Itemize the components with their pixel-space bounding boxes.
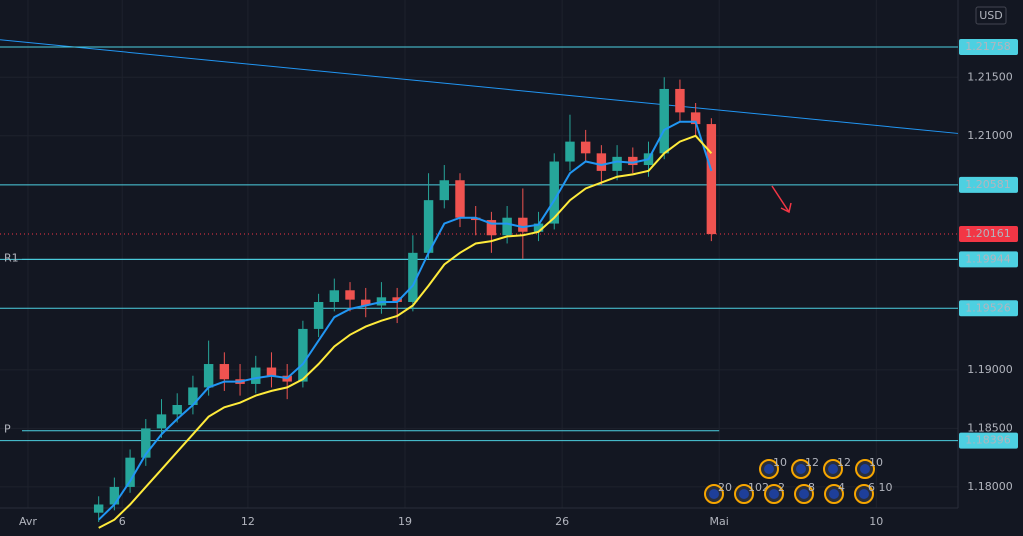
candle-body xyxy=(219,364,230,380)
event-count: 10 xyxy=(773,456,787,469)
candle-body xyxy=(690,112,701,125)
candle-body xyxy=(172,404,182,415)
candle-body xyxy=(455,180,465,218)
candle-body xyxy=(313,301,324,329)
event-flag xyxy=(739,489,749,499)
level-label: 1.20581 xyxy=(965,178,1011,191)
event-count: 6 10 xyxy=(868,481,893,494)
candle-body xyxy=(329,290,340,302)
event-flag xyxy=(769,489,779,499)
candle-body xyxy=(706,124,717,235)
x-tick-label: 12 xyxy=(241,515,255,528)
y-tick-label: 1.18000 xyxy=(967,480,1013,493)
level-label: 1.21758 xyxy=(965,40,1011,53)
x-tick-label: 10 xyxy=(869,515,883,528)
x-tick-label: 6 xyxy=(119,515,126,528)
candle-body xyxy=(580,141,591,154)
moving-average xyxy=(98,120,713,521)
level-label-box xyxy=(959,300,1018,317)
event-count: 8 xyxy=(808,481,815,494)
candle-body xyxy=(518,217,528,232)
candle-body xyxy=(156,414,167,429)
candle-body xyxy=(596,153,607,171)
level-label-box xyxy=(959,176,1018,193)
candle-body xyxy=(93,504,104,513)
down-arrow xyxy=(771,185,792,214)
pivot-label: P xyxy=(4,423,11,436)
event-count: 2 xyxy=(778,481,785,494)
moving-average xyxy=(98,134,713,529)
level-label: 1.18396 xyxy=(965,434,1011,447)
event-count: 12 xyxy=(805,456,819,469)
candle-body xyxy=(251,367,261,384)
candle-body xyxy=(298,328,308,382)
level-label: 1.19944 xyxy=(965,252,1011,265)
level-label-box xyxy=(959,251,1018,268)
x-tick-label: 19 xyxy=(398,515,412,528)
candle-body xyxy=(345,290,355,300)
candle-body xyxy=(361,299,371,306)
candle-body xyxy=(549,161,559,224)
candle-body xyxy=(659,88,669,154)
candle-body xyxy=(408,252,418,302)
candle-body xyxy=(439,180,449,201)
event-count: 102 xyxy=(748,481,769,494)
y-tick-label: 1.21500 xyxy=(967,70,1013,83)
candle-body xyxy=(486,220,497,236)
trendline xyxy=(0,39,959,134)
y-tick-label: 1.19000 xyxy=(967,363,1013,376)
y-tick-label: 1.21000 xyxy=(967,129,1013,142)
event-flag xyxy=(764,464,774,474)
candle-body xyxy=(423,200,434,253)
event-count: 20 xyxy=(718,481,732,494)
level-label-box xyxy=(959,432,1018,449)
candle-body xyxy=(141,428,151,458)
candle-body xyxy=(628,156,638,166)
event-flag xyxy=(859,489,869,499)
candle-body xyxy=(565,141,575,162)
candle-body xyxy=(502,217,512,236)
event-flag xyxy=(799,489,809,499)
x-tick-label: 26 xyxy=(555,515,569,528)
candle-body xyxy=(203,364,214,388)
event-flag xyxy=(829,489,839,499)
pivot-label: R1 xyxy=(4,251,19,264)
event-count: 10 xyxy=(869,456,883,469)
candle-body xyxy=(533,223,544,232)
currency[interactable]: USD xyxy=(979,9,1003,22)
event-flag xyxy=(709,489,719,499)
candle-body xyxy=(188,387,198,405)
candle-body xyxy=(612,156,622,171)
event-flag xyxy=(796,464,806,474)
currency-box[interactable] xyxy=(975,6,1007,25)
event-flag xyxy=(828,464,838,474)
level-label-box xyxy=(959,39,1018,56)
candle-body xyxy=(125,457,135,487)
current-price-label: 1.20161 xyxy=(965,227,1011,240)
event-flag xyxy=(860,464,870,474)
candle-body xyxy=(109,486,120,505)
level-label: 1.19526 xyxy=(965,301,1011,314)
x-tick-label: Mai xyxy=(710,515,729,528)
current-price-box xyxy=(959,225,1018,242)
y-tick-label: 1.18500 xyxy=(967,421,1013,434)
candle-body xyxy=(266,367,277,376)
event-count: 4 xyxy=(838,481,845,494)
candle-body xyxy=(675,88,685,113)
candle-body xyxy=(470,217,481,221)
candle-body xyxy=(392,297,402,302)
event-count: 12 xyxy=(837,456,851,469)
x-tick-label: Avr xyxy=(19,515,37,528)
